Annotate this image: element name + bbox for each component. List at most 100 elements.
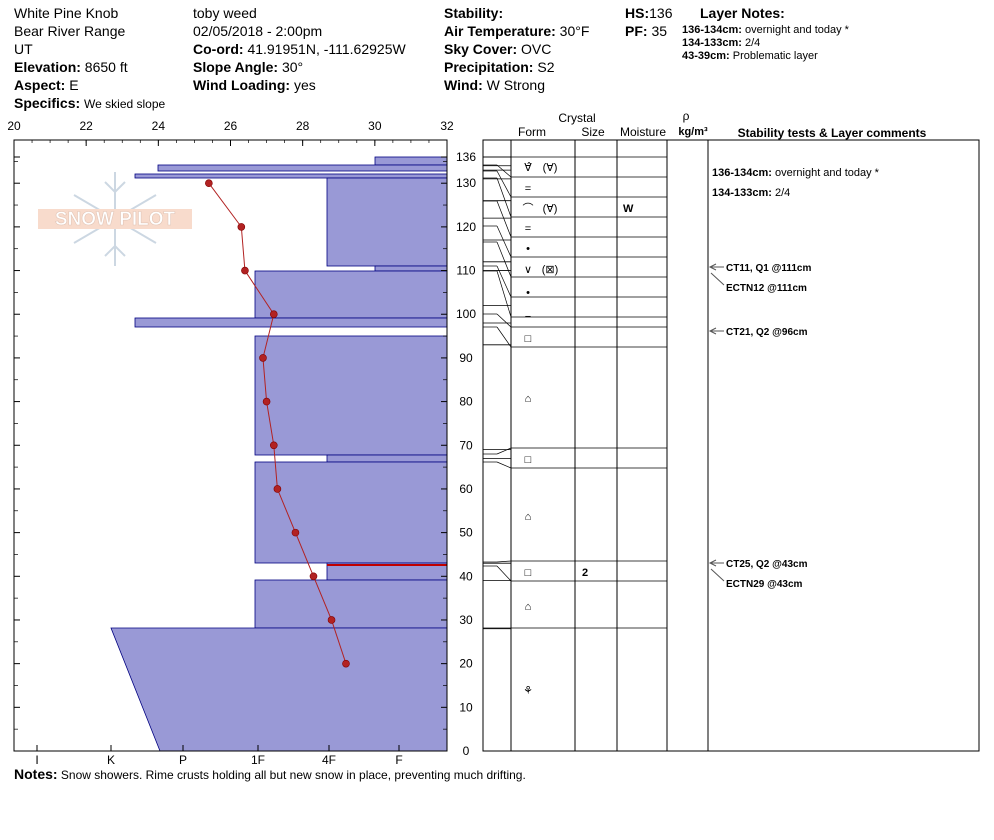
header-weather: Stability: Air Temperature: 30°F Sky Cov… bbox=[444, 4, 589, 94]
temp-tick-label: 24 bbox=[152, 119, 166, 133]
snowpilot-logo: SNOW PILOT bbox=[38, 172, 192, 266]
height-tick-label: 0 bbox=[463, 744, 470, 758]
hardness-layer bbox=[326, 454, 448, 463]
precipitation: Precipitation: S2 bbox=[444, 59, 555, 75]
layer-connector bbox=[496, 270, 512, 318]
height-tick-label: 100 bbox=[456, 307, 476, 321]
temp-point bbox=[269, 310, 278, 319]
height-tick-label: 30 bbox=[459, 613, 473, 627]
crystal-size: 2 bbox=[582, 567, 588, 579]
pf: PF: 35 bbox=[625, 23, 668, 39]
stability-test-result: CT25, Q2 @43cm bbox=[726, 559, 808, 570]
temp-tick-label: 20 bbox=[7, 119, 21, 133]
temp-tick-label: 32 bbox=[440, 119, 454, 133]
hardness-label: F bbox=[395, 753, 402, 767]
crystal-form-symbol: − bbox=[525, 311, 531, 323]
temp-point bbox=[237, 223, 246, 231]
test-arrowhead bbox=[708, 327, 717, 335]
layer-connector bbox=[496, 241, 512, 278]
hs: HS:136 bbox=[625, 5, 673, 21]
crystal-form-symbol: = bbox=[525, 183, 531, 195]
test-arrowhead bbox=[708, 559, 717, 567]
temperature-axis: 20 22 24 26 28 30 32 bbox=[7, 119, 454, 146]
layer-connector bbox=[496, 164, 512, 178]
layer-connector bbox=[496, 170, 512, 198]
temp-point bbox=[273, 485, 282, 493]
height-tick-label: 60 bbox=[459, 482, 473, 496]
crystal-form-symbol: • bbox=[526, 287, 530, 299]
aspect: Aspect: E bbox=[14, 77, 79, 93]
temp-tick-label: 26 bbox=[224, 119, 238, 133]
layer-connector bbox=[496, 326, 512, 348]
layer-notes-list: 136-134cm: overnight and today * 134-133… bbox=[682, 24, 849, 63]
elevation: Elevation: 8650 ft bbox=[14, 59, 128, 75]
layer-connector bbox=[496, 177, 512, 218]
crystal-form-symbol: ⌂ bbox=[525, 393, 532, 405]
crystal-form-symbol: □ bbox=[525, 454, 532, 466]
stability: Stability: bbox=[444, 5, 504, 21]
coordinates: Co-ord: 41.91951N, -111.62925W bbox=[193, 41, 406, 57]
hardness-layer bbox=[157, 164, 448, 172]
height-tick-label: 110 bbox=[456, 264, 475, 278]
location: White Pine Knob bbox=[14, 5, 119, 21]
hardness-profile bbox=[110, 156, 448, 752]
state: UT bbox=[14, 41, 33, 57]
test-arrowhead bbox=[708, 263, 717, 271]
stability-test-result: ECTN29 @43cm bbox=[726, 579, 803, 590]
hardness-layer bbox=[254, 335, 448, 456]
moisture-value: W bbox=[623, 203, 634, 215]
layer-connector bbox=[496, 225, 512, 258]
crystal-form-symbol: ∨ bbox=[524, 264, 532, 276]
crystal-header: Crystal bbox=[558, 111, 595, 125]
temp-point bbox=[269, 441, 278, 450]
header-mid: toby weed 02/05/2018 - 2:00pm Co-ord: 41… bbox=[193, 4, 406, 94]
temp-tick-label: 28 bbox=[296, 119, 310, 133]
layer-connector bbox=[496, 461, 512, 469]
crystal-form-symbol: ⌂ bbox=[525, 601, 532, 613]
comments-header: Stability tests & Layer comments bbox=[738, 126, 927, 140]
density-unit-header: kg/m³ bbox=[678, 126, 708, 138]
notes: Notes: Snow showers. Rime crusts holding… bbox=[14, 766, 526, 782]
logo-text: SNOW PILOT bbox=[55, 209, 176, 230]
hardness-layer bbox=[254, 579, 448, 629]
temp-point bbox=[259, 354, 267, 362]
height-tick-label: 120 bbox=[456, 220, 476, 234]
crystal-form-symbol: ⚘ bbox=[523, 685, 533, 697]
height-axis: 0 10 20 30 40 50 60 70 80 90 100 110 120 130 136 bbox=[14, 150, 476, 758]
hardness-label: 1F bbox=[251, 753, 265, 767]
layer-note: 43-39cm: Problematic layer bbox=[682, 50, 818, 62]
hardness-layer bbox=[254, 461, 448, 564]
hardness-layer bbox=[374, 156, 448, 166]
temp-point bbox=[205, 179, 213, 188]
layer-comment: 136-134cm: overnight and today * bbox=[712, 167, 880, 179]
stability-test-result: ECTN12 @111cm bbox=[726, 283, 807, 294]
hardness-layer bbox=[374, 265, 448, 272]
height-tick-label: 40 bbox=[459, 569, 473, 583]
temp-point bbox=[291, 528, 300, 537]
snow-profile-chart: SNOW PILOT 20 22 24 26 28 30 32 0 10 20 30 40 50 60 7… bbox=[7, 109, 980, 767]
crystal-form-symbol: □ bbox=[525, 567, 532, 579]
hardness-label: P bbox=[179, 753, 187, 767]
hardness-layer bbox=[326, 177, 448, 267]
slope-angle: Slope Angle: 30° bbox=[193, 59, 304, 75]
stability-test-result: CT21, Q2 @96cm bbox=[726, 327, 808, 338]
crystal-form-secondary: (∀) bbox=[543, 203, 558, 215]
height-tick-label: 20 bbox=[459, 657, 473, 671]
layer-connector bbox=[496, 313, 512, 328]
height-tick-label: 136 bbox=[456, 150, 476, 164]
size-header: Size bbox=[581, 125, 605, 139]
crystal-form-symbol: □ bbox=[525, 333, 532, 345]
hardness-label: K bbox=[107, 753, 115, 767]
layer-connector bbox=[496, 560, 512, 563]
header-left: White Pine Knob Bear River Range UT Elev… bbox=[14, 4, 165, 113]
temp-point bbox=[327, 616, 336, 624]
temp-point bbox=[342, 659, 350, 668]
temp-point bbox=[241, 266, 249, 275]
height-tick-label: 50 bbox=[459, 526, 473, 540]
notes-text: Snow showers. Rime crusts holding all bu… bbox=[60, 768, 526, 782]
crystal-form-symbol: ⌒ bbox=[523, 202, 534, 215]
stability-test-result: CT11, Q1 @111cm bbox=[726, 263, 811, 274]
form-header: Form bbox=[518, 125, 546, 139]
temp-tick-label: 30 bbox=[368, 119, 382, 133]
observer: toby weed bbox=[193, 5, 257, 21]
